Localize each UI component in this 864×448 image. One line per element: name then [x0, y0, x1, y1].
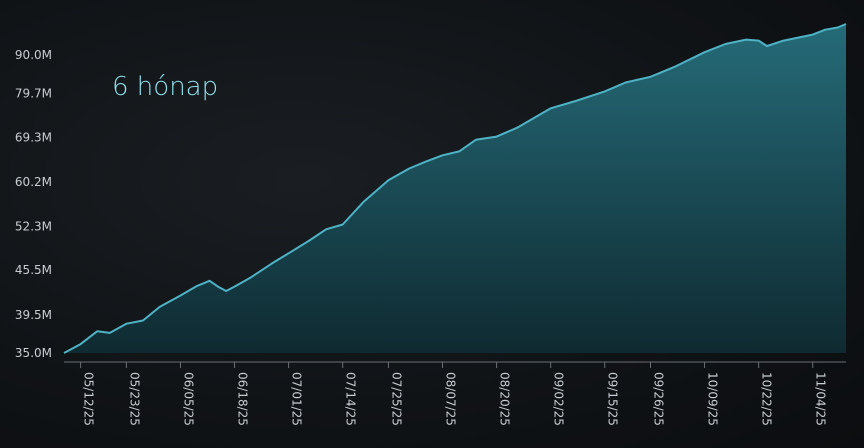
x-tick-label: 07/25/25 — [389, 372, 403, 426]
x-tick-label: 05/12/25 — [82, 372, 96, 426]
y-tick-label: 45.5M — [15, 263, 52, 277]
x-tick-label: 10/09/25 — [706, 372, 720, 426]
y-tick-label: 60.2M — [15, 175, 52, 189]
y-tick-label: 90.0M — [15, 48, 52, 62]
series-line — [63, 23, 847, 354]
y-tick-label: 35.0M — [15, 346, 52, 360]
x-tick-label: 08/07/25 — [444, 372, 458, 426]
x-tick-label: 06/18/25 — [236, 372, 250, 426]
x-tick-label: 09/26/25 — [652, 372, 666, 426]
x-tick-label: 10/22/25 — [760, 372, 774, 426]
x-tick-label: 06/05/25 — [181, 372, 195, 426]
x-tick-label: 05/23/25 — [127, 372, 141, 426]
x-tick-label: 07/14/25 — [344, 372, 358, 426]
x-tick-label: 09/15/25 — [606, 372, 620, 426]
area-fill — [64, 24, 846, 353]
x-tick-label: 11/04/25 — [814, 372, 828, 426]
y-tick-label: 52.3M — [15, 219, 52, 233]
x-tick-label: 08/20/25 — [498, 372, 512, 426]
y-tick-label: 39.5M — [15, 308, 52, 322]
y-tick-label: 69.3M — [15, 130, 52, 144]
x-tick-label: 07/01/25 — [290, 372, 304, 426]
x-tick-label: 09/02/25 — [552, 372, 566, 426]
period-label: 6 hónap — [112, 72, 219, 102]
y-tick-label: 79.7M — [15, 86, 52, 100]
